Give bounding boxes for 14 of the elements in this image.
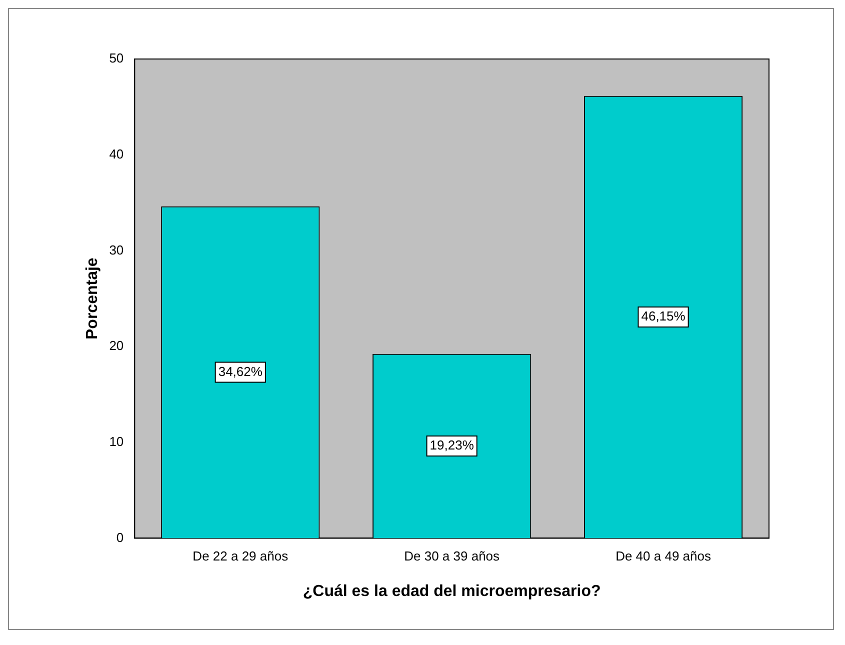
y-tick-label: 50 — [109, 50, 124, 66]
y-tick-label: 10 — [109, 434, 124, 449]
x-tick-label: De 22 a 29 años — [192, 548, 289, 564]
x-tick-label: De 40 a 49 años — [616, 548, 712, 564]
y-axis-title: Porcentaje — [84, 258, 102, 340]
x-axis-title: ¿Cuál es la edad del microempresario? — [302, 582, 601, 600]
data-label: 34,62% — [218, 364, 263, 379]
y-tick-label: 30 — [109, 242, 124, 258]
y-tick-label: 0 — [116, 530, 124, 545]
x-tick-label: De 30 a 39 años — [404, 548, 500, 564]
data-label: 19,23% — [430, 438, 474, 453]
y-tick-label: 40 — [109, 146, 124, 162]
data-label: 46,15% — [641, 308, 686, 324]
y-tick-label: 20 — [109, 338, 124, 354]
